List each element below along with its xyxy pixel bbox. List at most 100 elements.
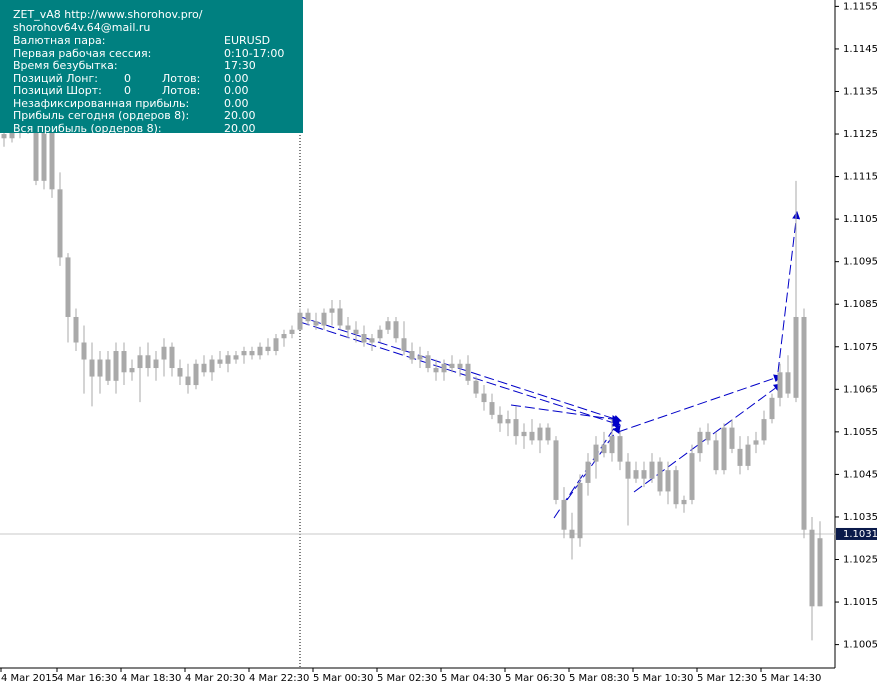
candle-body: [713, 440, 719, 471]
panel-value: EURUSD: [224, 34, 271, 47]
panel-title: ZET_vA8 http://www.shorohov.pro/: [13, 8, 203, 21]
panel-value: 20.00: [224, 109, 256, 122]
candle-body: [681, 499, 687, 505]
candle-body: [569, 529, 575, 539]
x-tick-label: 4 Mar 2015: [1, 673, 58, 684]
candle-body: [241, 351, 247, 356]
panel-value: 0.00: [224, 84, 249, 97]
panel-value: 17:30: [224, 59, 256, 72]
candle-body: [305, 312, 311, 322]
candle-body: [369, 338, 375, 343]
panel-value: 0: [124, 71, 131, 85]
candle-body: [729, 427, 735, 449]
candle-body: [393, 321, 399, 339]
y-tick-label: 1.1035: [843, 512, 877, 523]
candle-body: [425, 355, 431, 369]
candle-body: [537, 427, 543, 441]
candle-body: [505, 419, 511, 424]
candle-body: [697, 431, 703, 454]
candle-body: [593, 444, 599, 462]
candle-body: [649, 461, 655, 479]
candle-body: [249, 351, 255, 356]
candle-body: [169, 346, 175, 369]
candle-body: [65, 257, 71, 317]
candle-body: [769, 397, 775, 420]
candle-body: [657, 461, 663, 492]
panel-value: 0.00: [224, 96, 249, 110]
candle-body: [489, 402, 495, 415]
candle-body: [129, 368, 135, 373]
x-tick-label: 4 Mar 22:30: [249, 673, 309, 684]
x-tick-label: 5 Mar 06:30: [505, 673, 565, 684]
candle-body: [73, 316, 79, 343]
candle-body: [385, 321, 391, 330]
candle-body: [201, 363, 207, 373]
candle-body: [641, 470, 647, 479]
candle-body: [401, 338, 407, 352]
panel-label: Лотов:: [162, 71, 201, 85]
y-tick-label: 1.1075: [843, 342, 877, 353]
candle-body: [577, 482, 583, 539]
candle-body: [49, 129, 55, 190]
candle-body: [809, 529, 815, 607]
candle-body: [145, 355, 151, 369]
candle-body: [9, 129, 15, 139]
candle-body: [633, 470, 639, 479]
candle-body: [785, 372, 791, 394]
candle-body: [153, 359, 159, 369]
x-tick-label: 5 Mar 08:30: [569, 673, 629, 684]
panel-value: 20.00: [224, 121, 256, 135]
info-panel: ZET_vA8 http://www.shorohov.pro/shorohov…: [0, 0, 303, 135]
candle-body: [753, 440, 759, 445]
candle-body: [465, 363, 471, 381]
panel-value: 0:10-17:00: [224, 46, 285, 60]
candle-body: [361, 334, 367, 343]
candle-body: [625, 461, 631, 479]
y-tick-label: 1.1135: [843, 86, 877, 97]
y-tick-label: 1.1025: [843, 555, 877, 566]
candle-body: [281, 334, 287, 339]
candle-body: [121, 351, 127, 373]
candle-body: [257, 346, 263, 356]
candle-body: [329, 308, 335, 313]
x-tick-label: 5 Mar 04:30: [441, 673, 501, 684]
trade-lines: [297, 211, 801, 519]
panel-label: Позиций Шорт:: [13, 84, 102, 97]
y-tick-label: 1.1055: [843, 427, 877, 438]
y-tick-label: 1.1045: [843, 469, 877, 480]
y-tick-label: 1.1095: [843, 257, 877, 268]
candle-body: [233, 355, 239, 360]
candle-body: [177, 368, 183, 377]
candle-body: [801, 316, 807, 530]
candle-body: [97, 359, 103, 377]
x-tick-label: 5 Mar 14:30: [761, 673, 821, 684]
candle-body: [161, 346, 167, 360]
candle-body: [689, 453, 695, 500]
candle-body: [585, 461, 591, 483]
candle-body: [81, 342, 87, 360]
y-tick-label: 1.1105: [843, 214, 877, 225]
candle-body: [457, 363, 463, 369]
candle-body: [673, 470, 679, 505]
candle-body: [777, 372, 783, 398]
candle-body: [89, 359, 95, 377]
x-tick-label: 4 Mar 18:30: [121, 673, 181, 684]
candle-body: [617, 436, 623, 462]
y-tick-label: 1.1065: [843, 384, 877, 395]
candle-body: [721, 427, 727, 471]
candle-body: [41, 129, 47, 181]
candle-body: [481, 393, 487, 403]
candle-body: [185, 376, 191, 386]
candle-body: [265, 346, 271, 352]
panel-email: shorohov64v.64@mail.ru: [13, 21, 151, 34]
x-tick-label: 5 Mar 10:30: [633, 673, 693, 684]
candle-body: [337, 308, 343, 326]
y-tick-label: 1.1125: [843, 129, 877, 140]
candle-body: [297, 312, 303, 330]
x-tick-label: 5 Mar 12:30: [697, 673, 757, 684]
candle-body: [321, 312, 327, 326]
candle-body: [497, 414, 503, 424]
candle-body: [521, 431, 527, 437]
panel-label: Незафиксированная прибыль:: [13, 96, 190, 110]
y-tick-label: 1.1005: [843, 640, 877, 651]
